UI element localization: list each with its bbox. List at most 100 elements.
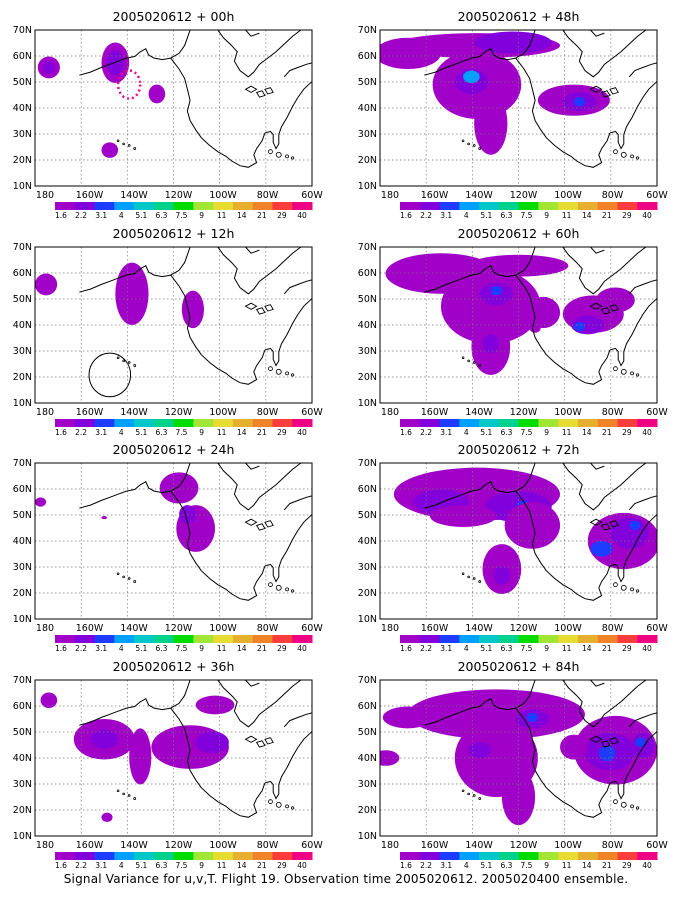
longitude-label: 180	[36, 623, 54, 634]
island-outline	[478, 147, 482, 150]
latitude-label: 70N	[358, 458, 377, 469]
latitude-label: 40N	[13, 753, 32, 764]
variance-shading	[463, 70, 480, 84]
map-frame	[34, 462, 313, 620]
coastline	[609, 731, 657, 800]
longitude-label: 100W	[554, 623, 582, 634]
variance-shading	[596, 287, 635, 313]
island-outline	[467, 792, 470, 796]
colorbar-label: 9	[199, 428, 204, 437]
map-area	[35, 247, 312, 403]
colorbar-label: 6.3	[155, 428, 167, 437]
colorbar-segment	[114, 419, 135, 427]
latitude-label: 30N	[13, 779, 32, 790]
island-outline	[461, 139, 465, 143]
latitude-label: 50N	[13, 294, 32, 305]
island-outline	[478, 797, 482, 800]
lake-outline	[255, 523, 266, 531]
colorbar-label: 3.1	[95, 861, 107, 870]
island-outline	[275, 368, 282, 375]
variance-shading	[598, 745, 616, 762]
coastline	[609, 81, 657, 150]
variance-shading	[474, 92, 508, 155]
colorbar-label: 40	[297, 211, 307, 220]
colorbar-segment	[292, 852, 313, 860]
island-outline	[472, 577, 476, 580]
colorbar-label: 4	[119, 428, 124, 437]
latitude-label: 70N	[13, 458, 32, 469]
colorbar-label: 11	[217, 428, 227, 437]
latitude-label: 60N	[358, 484, 377, 495]
island-outline	[122, 142, 125, 146]
latitude-label: 10N	[13, 614, 32, 625]
variance-shading	[101, 516, 108, 520]
colorbar-label: 5.1	[135, 211, 147, 220]
coastline	[217, 463, 302, 511]
island-outline	[291, 806, 295, 810]
variance-shading	[195, 731, 229, 754]
coastline	[264, 298, 312, 367]
latitude-label: 50N	[13, 77, 32, 88]
colorbar-segment	[617, 419, 638, 427]
colorbar-segment	[252, 635, 273, 643]
colorbar-segment	[577, 202, 599, 210]
lake-outline	[600, 523, 611, 531]
colorbar-segment	[439, 202, 460, 210]
longitude-label: 180	[381, 407, 399, 418]
map-frame	[34, 29, 313, 187]
colorbar-label: 3.1	[440, 861, 452, 870]
lake-outline	[255, 90, 266, 98]
colorbar-label: 14	[237, 428, 247, 437]
longitude-label: 180	[381, 623, 399, 634]
colorbar-label: 9	[544, 644, 549, 653]
latitude-label: 50N	[358, 510, 377, 521]
colorbar-label: 7.5	[521, 644, 533, 653]
panel-title: 2005020612 + 24h	[113, 442, 235, 457]
latitude-label: 20N	[13, 588, 32, 599]
variance-shading	[43, 61, 55, 74]
colorbar-segment	[74, 202, 96, 210]
colorbar-segment	[153, 635, 175, 643]
longitude-label: 140W	[465, 840, 493, 851]
longitude-label: 60W	[646, 407, 668, 418]
longitude-label: 120W	[165, 190, 193, 201]
latitude-label: 20N	[358, 588, 377, 599]
island-outline	[122, 359, 125, 363]
variance-shading	[101, 142, 119, 158]
colorbar-label: 7.5	[176, 211, 188, 220]
colorbar-segment	[419, 635, 441, 643]
colorbar-segment	[94, 635, 115, 643]
latitude-label: 30N	[358, 129, 377, 140]
colorbar-label: 29	[277, 644, 287, 653]
coastline	[424, 30, 536, 76]
lake-outline	[264, 737, 274, 745]
map-frame	[379, 29, 658, 187]
colorbar-label: 3.1	[440, 428, 452, 437]
longitude-label: 180	[36, 840, 54, 851]
colorbar-segment	[252, 419, 273, 427]
island-outline	[636, 806, 640, 810]
colorbar-segment	[637, 852, 658, 860]
colorbar-label: 11	[562, 428, 572, 437]
colorbar-segment	[55, 202, 76, 210]
coastline	[515, 707, 611, 818]
colorbar: 1.6 2.2 3.1 4 5.1 6.3 7.5 9 11 14 21 29 40	[55, 635, 313, 653]
longitude-label: 160W	[421, 623, 449, 634]
longitude-label: 100W	[209, 407, 237, 418]
island-outline	[133, 364, 137, 367]
latitude-label: 40N	[358, 753, 377, 764]
colorbar-segment	[232, 852, 254, 860]
island-outline	[613, 149, 618, 155]
coastline	[283, 712, 312, 728]
colorbar-segment	[538, 852, 559, 860]
colorbar-label: 14	[582, 428, 592, 437]
latitude-label: 70N	[13, 25, 32, 36]
latitude-label: 10N	[358, 398, 377, 409]
coastline	[515, 490, 611, 601]
variance-shading	[35, 273, 58, 296]
island-outline	[268, 582, 273, 588]
colorbar-label: 5.1	[135, 861, 147, 870]
coastline	[562, 30, 647, 78]
longitude-label: 180	[36, 190, 54, 201]
latitude-label: 70N	[358, 242, 377, 253]
